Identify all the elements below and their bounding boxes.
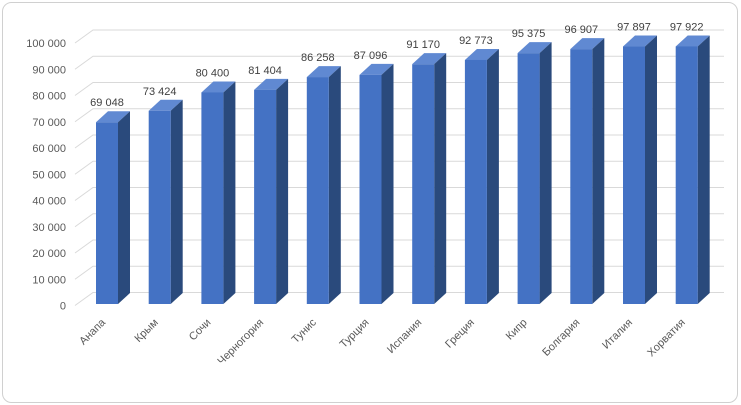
y-axis-tick-label: 90 000 — [32, 64, 66, 76]
bar-front-face — [306, 77, 329, 304]
bar-front-face — [412, 64, 435, 305]
bar-top-face — [517, 42, 552, 54]
y-axis-tick-label: 50 000 — [32, 169, 66, 181]
gridline — [74, 29, 724, 44]
y-axis-tick-label: 70 000 — [32, 117, 66, 129]
bar-front-face — [96, 122, 118, 305]
bar-side-face — [592, 38, 605, 304]
bar-front-face — [201, 92, 224, 304]
bar-top-face — [359, 63, 394, 75]
bar-top-face — [464, 48, 499, 60]
bar-value-label: 81 404 — [248, 65, 282, 77]
y-axis-tick-label: 20 000 — [32, 248, 66, 260]
gridline — [74, 55, 724, 70]
bar-value-label: 97 922 — [670, 21, 704, 33]
bar-side-face — [539, 42, 552, 304]
bar-value-label: 95 375 — [512, 28, 546, 40]
bar-top-face — [254, 78, 289, 90]
bar-front-face — [464, 59, 487, 305]
bar-value-label: 80 400 — [196, 67, 230, 79]
bar-top-face — [96, 111, 130, 123]
gridline — [74, 187, 724, 201]
bar-side-face — [381, 63, 394, 304]
bar-front-face — [570, 49, 593, 304]
bar-side-face — [697, 35, 710, 305]
bar-side-face — [170, 99, 183, 305]
bar-top-face — [570, 38, 605, 50]
bar-value-label: 86 258 — [301, 52, 335, 64]
gridline — [74, 108, 724, 123]
bar-front-face — [675, 46, 698, 305]
y-axis-tick-label: 10 000 — [32, 274, 66, 286]
bar-value-label: 92 773 — [459, 35, 493, 47]
bar-value-label: 97 897 — [617, 22, 651, 34]
bar-front-face — [517, 53, 540, 304]
bar-value-label: 91 170 — [406, 39, 440, 51]
bar-side-face — [486, 48, 499, 305]
bar-top-face — [306, 66, 341, 78]
bar-top-face — [623, 35, 657, 47]
bar-value-label: 96 907 — [564, 24, 598, 36]
bar-value-label: 87 096 — [354, 50, 388, 62]
y-axis-tick-label: 100 000 — [26, 38, 66, 50]
gridline — [74, 134, 724, 149]
y-axis-tick-label: 0 — [60, 301, 66, 313]
bar-front-face — [148, 110, 171, 305]
bar-front-face — [254, 89, 277, 304]
bar-side-face — [645, 35, 657, 304]
gridline — [74, 239, 724, 254]
bar-top-face — [201, 81, 236, 93]
gridline — [74, 213, 724, 228]
bar-top-face — [412, 53, 447, 65]
bar-top-face — [148, 99, 183, 111]
gridline — [74, 265, 724, 280]
gridline — [74, 82, 724, 96]
bar-side-face — [276, 78, 289, 304]
bar-front-face — [359, 74, 382, 304]
gridline — [74, 160, 724, 175]
bar-top-face — [675, 35, 710, 47]
gridline — [74, 292, 724, 306]
bar-side-face — [328, 66, 341, 304]
bar-value-label: 69 048 — [90, 97, 124, 109]
bar-side-face — [223, 81, 236, 304]
bar-side-face — [118, 111, 130, 305]
y-axis-tick-label: 80 000 — [32, 91, 66, 103]
bar-front-face — [623, 46, 645, 304]
bar-side-face — [434, 53, 447, 305]
y-axis-tick-label: 60 000 — [32, 143, 66, 155]
y-axis-tick-label: 40 000 — [32, 196, 66, 208]
y-axis-tick-label: 30 000 — [32, 222, 66, 234]
bar-value-label: 73 424 — [143, 86, 177, 98]
